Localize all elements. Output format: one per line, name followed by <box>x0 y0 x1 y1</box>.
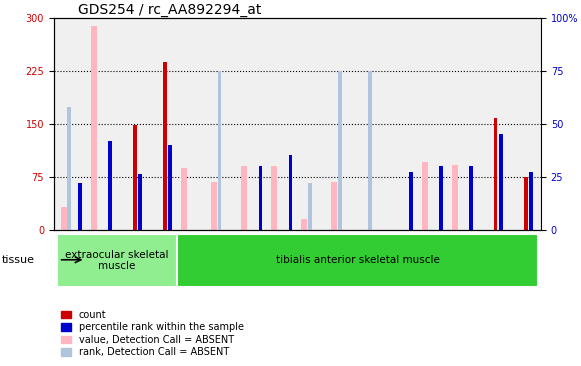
Text: GDS254 / rc_AA892294_at: GDS254 / rc_AA892294_at <box>78 3 261 17</box>
Bar <box>451 165 458 229</box>
Bar <box>494 118 497 229</box>
Bar <box>163 62 167 229</box>
Text: tibialis anterior skeletal muscle: tibialis anterior skeletal muscle <box>275 255 439 265</box>
Bar <box>67 107 71 229</box>
Bar <box>308 183 311 229</box>
Text: extraocular skeletal
muscle: extraocular skeletal muscle <box>65 250 168 271</box>
Bar <box>78 183 82 229</box>
Bar <box>181 168 187 229</box>
Bar <box>331 182 338 229</box>
Bar <box>259 166 262 229</box>
Bar <box>289 156 292 229</box>
Bar <box>422 163 428 229</box>
Bar <box>368 71 372 229</box>
Bar <box>138 175 142 229</box>
Legend: count, percentile rank within the sample, value, Detection Call = ABSENT, rank, : count, percentile rank within the sample… <box>57 306 248 361</box>
FancyBboxPatch shape <box>177 234 538 287</box>
Bar <box>439 166 443 229</box>
Bar <box>108 141 112 229</box>
Bar <box>211 182 217 229</box>
FancyBboxPatch shape <box>57 234 177 287</box>
Bar <box>133 125 137 229</box>
Bar <box>91 26 97 229</box>
Bar <box>168 145 172 229</box>
Bar <box>409 172 413 229</box>
Text: tissue: tissue <box>1 255 34 265</box>
Bar <box>469 166 473 229</box>
Bar <box>529 172 533 229</box>
Bar <box>338 71 342 229</box>
Bar <box>271 166 277 229</box>
Bar <box>241 166 247 229</box>
Bar <box>302 219 307 229</box>
Bar <box>61 207 67 229</box>
Bar <box>523 177 528 229</box>
Bar <box>218 71 221 229</box>
Bar <box>499 134 503 229</box>
